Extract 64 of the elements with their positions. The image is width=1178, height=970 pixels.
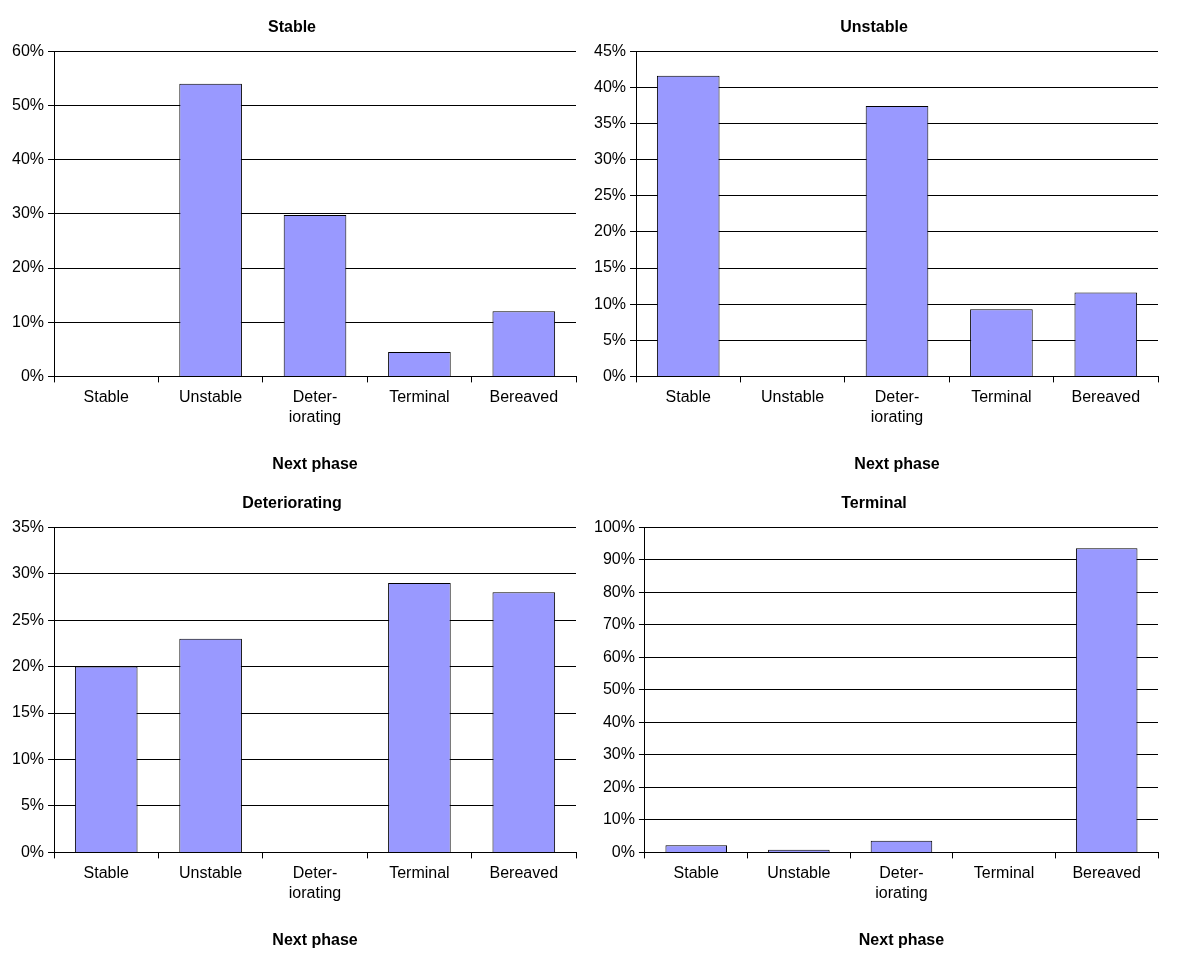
x-tick-label: Stable (83, 864, 129, 882)
y-tick-label: 10% (593, 294, 627, 312)
y-tick-label: 20% (11, 656, 45, 674)
y-tick-label: 20% (602, 777, 635, 795)
x-tick-label: Bereaved (489, 388, 559, 406)
y-tick-label: 0% (20, 366, 45, 384)
chart-title: Deteriorating (242, 494, 342, 512)
y-tick-label: 10% (11, 312, 45, 330)
y-tick-label: 60% (602, 647, 635, 665)
x-tick-label: Bereaved (1072, 864, 1141, 882)
x-tick-label: Terminal (389, 864, 450, 882)
y-tick-label: 60% (11, 41, 45, 59)
x-axis-title: Next phase (858, 930, 945, 948)
x-tick-label: Unstable (767, 864, 831, 882)
y-tick-label: 45% (593, 41, 627, 59)
y-tick-label: 100% (594, 517, 635, 535)
y-tick-label: 35% (11, 517, 45, 535)
x-tick-label: Deter-iorating (288, 864, 342, 901)
x-tick-label: Unstable (761, 388, 825, 406)
y-tick-label: 50% (602, 680, 635, 698)
y-tick-label: 90% (602, 550, 635, 568)
x-tick-label: Stable (673, 864, 720, 882)
y-tick-label: 15% (593, 258, 627, 276)
y-tick-label: 30% (11, 564, 45, 582)
x-tick-label: Unstable (179, 388, 243, 406)
y-tick-label: 70% (602, 615, 635, 633)
x-tick-label: Deter-iorating (875, 864, 928, 901)
y-tick-label: 25% (11, 610, 45, 628)
y-tick-label: 40% (11, 150, 45, 168)
y-tick-label: 0% (20, 842, 45, 860)
y-tick-label: 25% (593, 186, 627, 204)
y-tick-label: 50% (11, 95, 45, 113)
x-tick-label: Terminal (973, 864, 1035, 882)
chart-title: Unstable (840, 18, 908, 36)
x-tick-label: Terminal (971, 388, 1032, 406)
y-tick-label: 20% (11, 258, 45, 276)
y-tick-label: 80% (602, 582, 635, 600)
x-axis-title: Next phase (272, 930, 358, 948)
y-tick-label: 30% (593, 150, 627, 168)
x-tick-label: Terminal (389, 388, 450, 406)
x-tick-label: Stable (83, 388, 129, 406)
y-tick-label: 20% (593, 222, 627, 240)
y-tick-label: 5% (602, 330, 627, 348)
x-tick-label: Bereaved (1071, 388, 1141, 406)
x-tick-label: Unstable (179, 864, 243, 882)
x-axis-title: Next phase (272, 454, 358, 472)
y-tick-label: 30% (11, 204, 45, 222)
chart-title: Terminal (841, 494, 907, 512)
y-tick-label: 0% (611, 842, 635, 860)
x-axis-title: Next phase (854, 454, 940, 472)
x-tick-label: Stable (665, 388, 711, 406)
y-tick-label: 35% (593, 113, 627, 131)
chart-title: Stable (267, 18, 317, 36)
x-tick-label: Bereaved (489, 864, 559, 882)
y-tick-label: 0% (602, 366, 627, 384)
y-tick-label: 10% (11, 749, 45, 767)
y-tick-label: 30% (602, 745, 635, 763)
y-tick-label: 40% (593, 77, 627, 95)
x-tick-label: Deter-iorating (870, 388, 924, 425)
y-tick-label: 40% (602, 712, 635, 730)
y-tick-label: 5% (20, 796, 45, 814)
y-tick-label: 10% (602, 810, 635, 828)
y-tick-label: 15% (11, 703, 45, 721)
x-tick-label: Deter-iorating (288, 388, 342, 425)
